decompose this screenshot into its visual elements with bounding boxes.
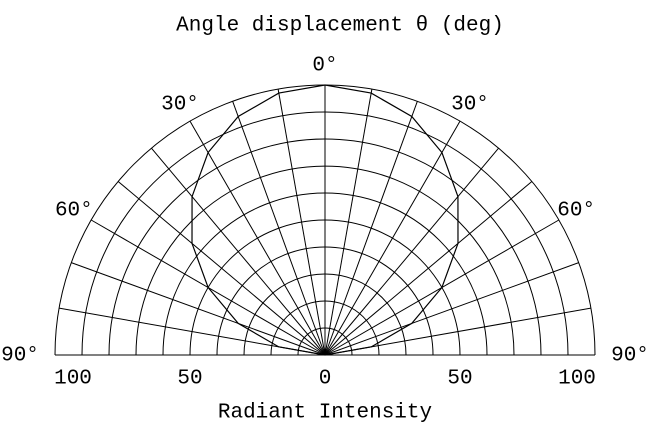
grid-spoke: [324, 181, 533, 356]
angle-tick-label: 30°: [451, 93, 489, 116]
r-tick-label: 100: [558, 368, 596, 391]
chart-title: Angle displacement θ (deg): [176, 15, 504, 38]
axis-label: Radiant Intensity: [218, 402, 432, 425]
grid-spoke: [324, 89, 373, 356]
grid-spoke: [117, 181, 326, 356]
grid-spoke: [324, 147, 499, 356]
grid-spoke: [324, 120, 461, 356]
r-tick-label: 0: [319, 368, 332, 391]
grid-spoke: [232, 101, 326, 356]
angle-tick-label: 60°: [55, 200, 93, 223]
pattern-line: [191, 84, 459, 356]
r-tick-label: 50: [447, 368, 472, 391]
angle-tick-label: 30°: [161, 93, 199, 116]
grid-spoke: [324, 262, 579, 356]
angle-tick-label: 60°: [557, 200, 595, 223]
grid-spoke: [151, 147, 326, 356]
grid-spoke: [324, 101, 418, 356]
r-tick-label: 100: [54, 368, 92, 391]
grid-spoke: [71, 262, 326, 356]
angle-tick-label: 90°: [1, 345, 39, 368]
grid-spoke: [277, 89, 326, 356]
angle-tick-label: 0°: [312, 55, 337, 78]
grid-spoke: [189, 120, 326, 356]
r-tick-label: 50: [177, 368, 202, 391]
angle-tick-label: 90°: [611, 345, 649, 368]
